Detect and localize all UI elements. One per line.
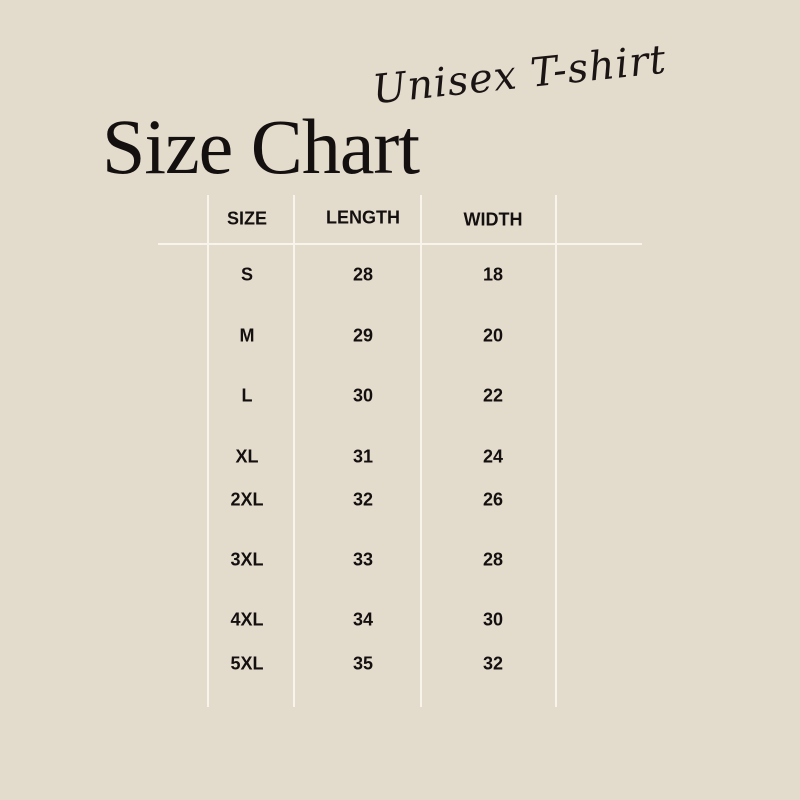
- column-divider: [207, 195, 209, 707]
- size-cell: S: [240, 264, 253, 285]
- length-cell: 31: [352, 446, 374, 467]
- length-cell: 28: [352, 264, 374, 285]
- length-cell: 30: [352, 385, 374, 406]
- width-cell: 22: [482, 385, 504, 406]
- column-header: WIDTH: [463, 209, 523, 230]
- width-cell: 18: [482, 264, 504, 285]
- length-cell: 35: [352, 653, 374, 674]
- length-cell: 34: [352, 609, 374, 630]
- column-header: LENGTH: [326, 207, 400, 228]
- size-cell: L: [241, 385, 253, 406]
- width-cell: 32: [482, 653, 504, 674]
- width-cell: 30: [482, 609, 504, 630]
- size-cell: 3XL: [230, 549, 264, 570]
- page-title: Size Chart: [102, 103, 420, 190]
- subtitle-script: Unisex T-shirt: [370, 36, 669, 114]
- width-cell: 24: [482, 446, 504, 467]
- column-divider: [555, 195, 557, 707]
- width-cell: 26: [482, 489, 504, 510]
- size-cell: 2XL: [230, 489, 264, 510]
- header-divider: [158, 243, 642, 245]
- width-cell: 28: [482, 549, 504, 570]
- size-cell: 4XL: [230, 609, 264, 630]
- length-cell: 29: [352, 325, 374, 346]
- column-header: SIZE: [226, 208, 267, 229]
- size-cell: M: [239, 325, 255, 346]
- length-cell: 32: [352, 489, 374, 510]
- width-cell: 20: [482, 325, 504, 346]
- length-cell: 33: [352, 549, 374, 570]
- column-divider: [420, 195, 422, 707]
- size-cell: XL: [235, 446, 259, 467]
- column-divider: [293, 195, 295, 707]
- size-cell: 5XL: [230, 653, 264, 674]
